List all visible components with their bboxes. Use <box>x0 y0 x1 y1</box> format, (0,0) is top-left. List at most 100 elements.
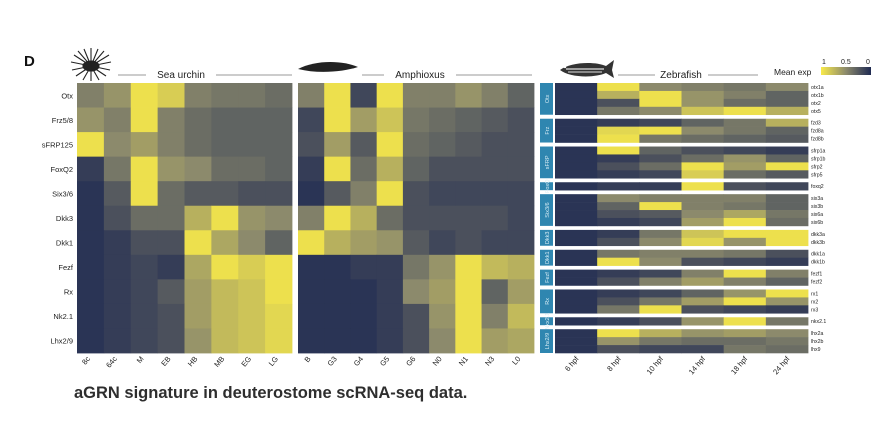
heatmap-cell <box>639 329 682 338</box>
group-label-six3-6: Six3/6 <box>545 202 551 217</box>
heatmap-cell <box>350 107 378 133</box>
heatmap-cell <box>639 249 682 258</box>
heatmap-cell <box>211 254 239 280</box>
heatmap-cell <box>103 83 132 108</box>
heatmap-cell <box>723 154 767 163</box>
heatmap-cell <box>481 205 509 231</box>
heatmap-cell <box>350 254 378 280</box>
heatmap-cell <box>130 230 159 256</box>
gene-label-dkk1a: dkk1a <box>811 252 825 258</box>
heatmap-cell <box>639 154 682 163</box>
heatmap-cell <box>639 277 682 286</box>
heatmap-cell <box>77 303 105 329</box>
row-label-sfrp125: sFRP125 <box>42 140 73 149</box>
heatmap-cell <box>723 118 767 127</box>
group-band-frz <box>540 118 553 143</box>
group-label-foxq: FoxQ <box>545 179 551 193</box>
heatmap-cell <box>211 303 239 329</box>
heatmap-cell <box>238 181 266 207</box>
row-label-foxq2: FoxQ2 <box>50 165 73 174</box>
column-label-n1: N1 <box>457 355 470 368</box>
heatmap-cell <box>402 156 430 182</box>
heatmap-cell <box>298 230 325 256</box>
heatmap-cell <box>597 277 640 286</box>
heatmap-cell <box>265 279 293 305</box>
heatmap-cell <box>481 303 509 329</box>
heatmap-cell <box>723 194 767 203</box>
heatmap-cell <box>429 230 456 256</box>
heatmap-cell <box>481 279 509 305</box>
column-label-18-hpf: 18 hpf <box>729 354 750 376</box>
heatmap-cell <box>639 269 682 278</box>
heatmap-cell <box>324 83 351 108</box>
heatmap-cell <box>639 305 682 314</box>
heatmap-cell <box>211 181 239 207</box>
heatmap-cell <box>481 107 509 133</box>
gene-label-fzd8b: fzd8b <box>811 137 824 143</box>
heatmap-cell <box>555 106 598 116</box>
heatmap-cell <box>639 126 682 135</box>
gene-label-lhx2b: lhx2b <box>811 339 824 345</box>
row-label-nk2-1: Nk2.1 <box>53 312 73 321</box>
heatmap-cell <box>507 181 535 207</box>
heatmap-cell <box>184 254 212 280</box>
heatmap-cell <box>324 279 351 305</box>
heatmap-cell <box>402 83 430 108</box>
heatmap-cell <box>765 297 809 306</box>
gene-label-otx2: otx2 <box>811 101 821 107</box>
heatmap-cell <box>681 217 725 227</box>
heatmap-cell <box>507 83 535 108</box>
heatmap-cell <box>765 217 809 227</box>
heatmap-cell <box>723 337 767 346</box>
heatmap-cell <box>298 205 325 231</box>
row-label-frz5-8: Frz5/8 <box>52 116 73 125</box>
heatmap-cell <box>555 277 598 286</box>
heatmap-cell <box>765 317 809 326</box>
heatmap-cell <box>298 303 325 329</box>
column-label-b: B <box>303 355 313 365</box>
heatmap-cell <box>765 202 809 211</box>
heatmap-cell <box>723 237 767 247</box>
column-label-10-hpf: 10 hpf <box>645 354 666 376</box>
heatmap-cell <box>639 118 682 127</box>
amphioxus-icon <box>298 61 358 72</box>
heatmap-cell <box>639 210 682 219</box>
heatmap-cell <box>723 106 767 116</box>
heatmap-cell <box>723 229 767 239</box>
gene-label-nkx2-1: nkx2.1 <box>811 319 826 325</box>
heatmap-cell <box>681 237 725 247</box>
heatmap-cell <box>211 107 239 133</box>
heatmap-cell <box>765 337 809 346</box>
heatmap-cell <box>238 279 266 305</box>
heatmap-cell <box>77 205 105 231</box>
heatmap-cell <box>723 98 767 108</box>
heatmap-cell <box>597 118 640 127</box>
heatmap-cell <box>376 279 404 305</box>
heatmap-cell <box>481 83 509 108</box>
group-band-rx <box>540 289 553 314</box>
heatmap-cell <box>681 126 725 135</box>
heatmap-cell <box>211 230 239 256</box>
gene-label-otx1b: otx1b <box>811 93 824 99</box>
heatmap-cell <box>238 83 266 108</box>
heatmap-cell <box>765 345 809 354</box>
legend-tick-0: 0 <box>866 59 870 66</box>
heatmap-cell <box>211 328 239 354</box>
heatmap-cell <box>681 337 725 346</box>
heatmap-cell <box>765 170 809 179</box>
heatmap-cell <box>765 146 809 155</box>
heatmap-cell <box>723 126 767 135</box>
heatmap-cell <box>723 182 767 191</box>
gene-label-fzd8a: fzd8a <box>811 129 824 135</box>
heatmap-cell <box>429 303 456 329</box>
heatmap-cell <box>681 297 725 306</box>
zebrafish-icon <box>560 60 614 78</box>
heatmap-cell <box>402 279 430 305</box>
heatmap-cell <box>211 205 239 231</box>
heatmap-cell <box>238 132 266 158</box>
heatmap-cell <box>298 107 325 133</box>
legend-colorbar <box>821 67 871 75</box>
sea-urchin-heatmap: Otx Frz5/8 sFRP125 FoxQ2 Six3/6 Dkk3 Dkk1 Fezf R… <box>42 83 293 370</box>
heatmap-cell <box>455 230 482 256</box>
heatmap-cell <box>130 205 159 231</box>
